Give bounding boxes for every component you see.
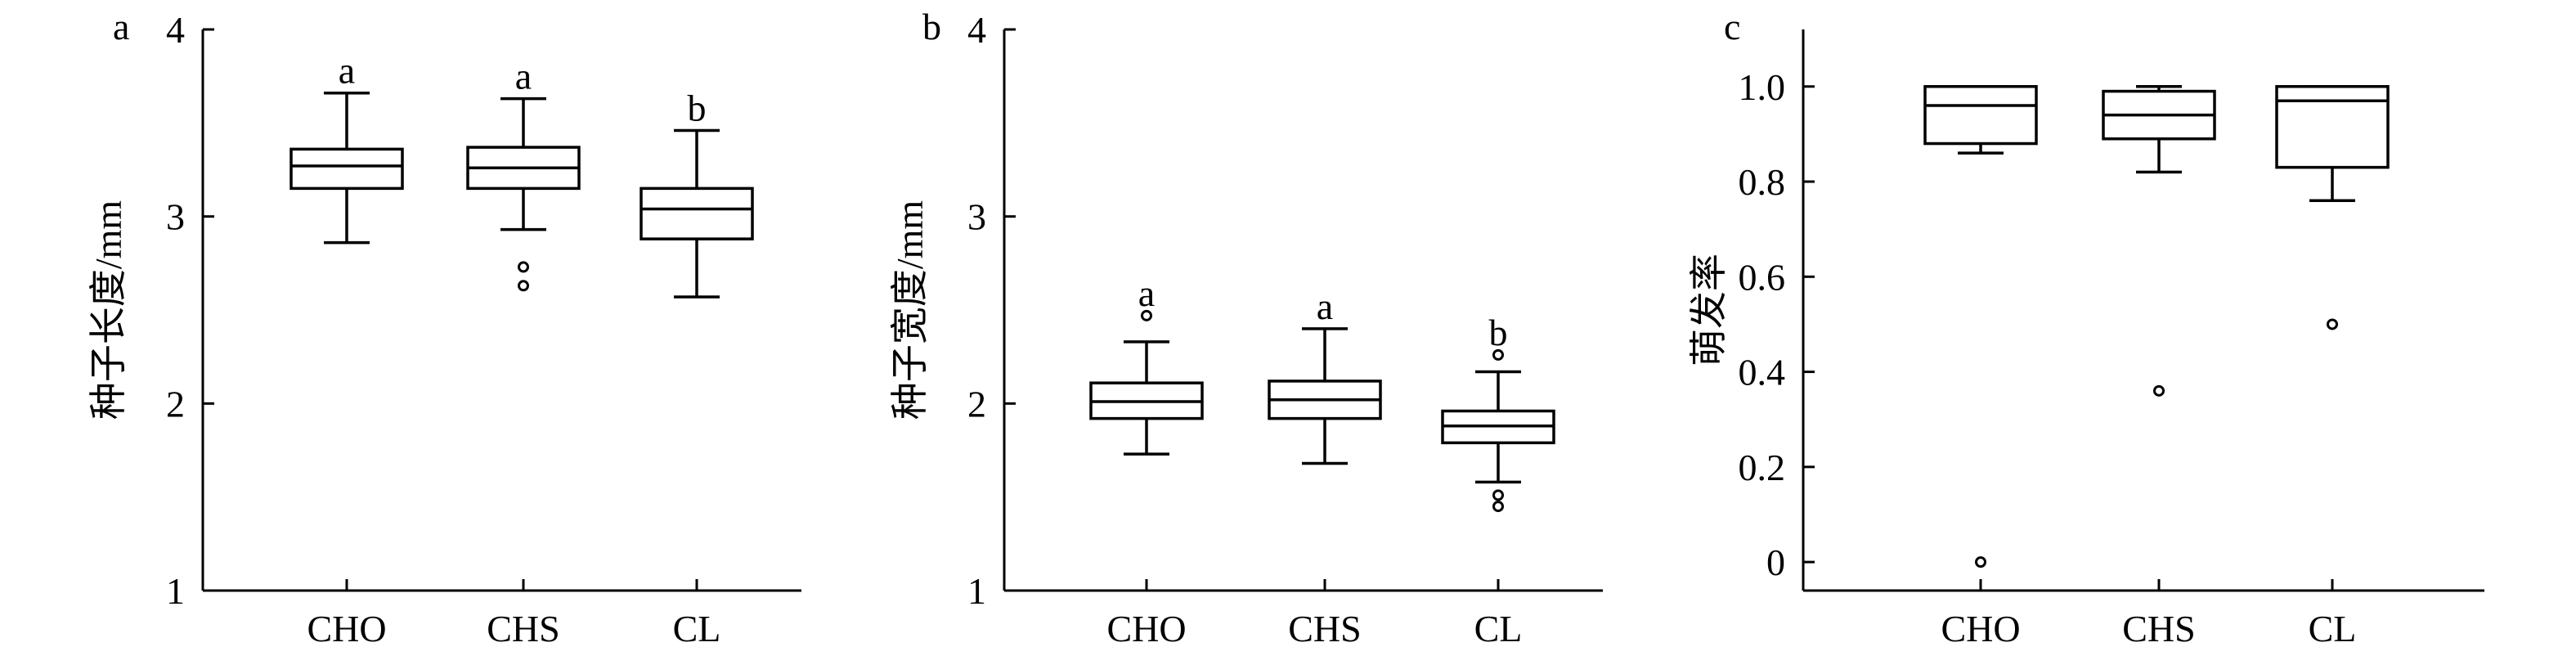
x-tick-label: CL — [1474, 608, 1523, 649]
panel-letter: a — [113, 6, 129, 47]
significance-letter: a — [1317, 285, 1333, 327]
box-CHO: a — [1089, 272, 1204, 456]
y-tick-label: 0.4 — [1739, 352, 1786, 393]
box-CHO — [1923, 85, 2038, 568]
box-CHS: a — [1268, 285, 1382, 465]
box-CL: b — [1441, 312, 1555, 513]
y-tick-label: 4 — [166, 9, 185, 51]
outlier-point — [1975, 556, 1986, 568]
y-tick-label: 0 — [1766, 541, 1785, 583]
significance-letter: a — [339, 50, 355, 92]
outlier-point — [2153, 384, 2165, 397]
y-tick-label: 0.6 — [1739, 256, 1786, 298]
significance-letter: a — [1138, 272, 1155, 314]
outlier-point — [1141, 309, 1152, 321]
outlier-point — [518, 261, 529, 273]
panel-b: 1 2 3 4 CHO CHS CL b 种子宽度/mm a a b — [889, 6, 1603, 649]
outlier-point — [1492, 501, 1504, 513]
iqr-box — [640, 186, 754, 240]
x-tick-label: CHS — [1288, 608, 1361, 649]
iqr-box — [1923, 85, 2038, 146]
panel-letter: b — [922, 6, 941, 47]
y-tick-label: 3 — [967, 196, 986, 238]
y-axis-label: 种子长度/mm — [88, 200, 129, 420]
box-CL: b — [640, 87, 754, 299]
box-CHS: a — [466, 56, 581, 292]
y-axis-label: 种子宽度/mm — [889, 200, 931, 420]
y-tick-label: 0.8 — [1739, 161, 1786, 203]
y-axis-label: 萌发率 — [1688, 254, 1730, 366]
outlier-point — [2327, 318, 2338, 330]
y-tick-label: 2 — [967, 383, 986, 425]
x-tick-label: CL — [2309, 608, 2357, 649]
y-tick-label: 2 — [166, 383, 185, 425]
y-tick-label: 0.2 — [1739, 447, 1786, 488]
significance-letter: b — [1489, 312, 1508, 353]
panel-letter: c — [1724, 6, 1740, 47]
significance-letter: b — [688, 87, 707, 128]
panel-a: 1 2 3 4 CHO CHS CL a 种子长度/mm a a b — [88, 6, 801, 649]
x-tick-label: CHO — [1106, 608, 1186, 649]
iqr-box — [289, 147, 404, 191]
x-tick-label: CL — [673, 608, 721, 649]
significance-letter: a — [515, 56, 532, 97]
y-tick-label: 1 — [967, 570, 986, 612]
outlier-point — [518, 280, 529, 292]
x-tick-label: CHO — [307, 608, 386, 649]
y-tick-label: 1.0 — [1739, 66, 1786, 108]
x-tick-label: CHS — [487, 608, 559, 649]
box-CL — [2275, 85, 2390, 330]
panel-c: 0 0.2 0.4 0.6 0.8 1.0 CHO CHS CL c 萌发率 — [1688, 6, 2484, 649]
box-CHS — [2102, 85, 2216, 397]
outlier-point — [1492, 348, 1504, 361]
x-tick-label: CHS — [2122, 608, 2195, 649]
iqr-box — [2275, 85, 2390, 169]
y-tick-label: 4 — [967, 9, 986, 51]
y-tick-label: 1 — [166, 570, 185, 612]
outlier-point — [1492, 489, 1504, 501]
y-tick-label: 3 — [166, 196, 185, 238]
x-tick-label: CHO — [1941, 608, 2020, 649]
box-CHO: a — [289, 50, 404, 245]
